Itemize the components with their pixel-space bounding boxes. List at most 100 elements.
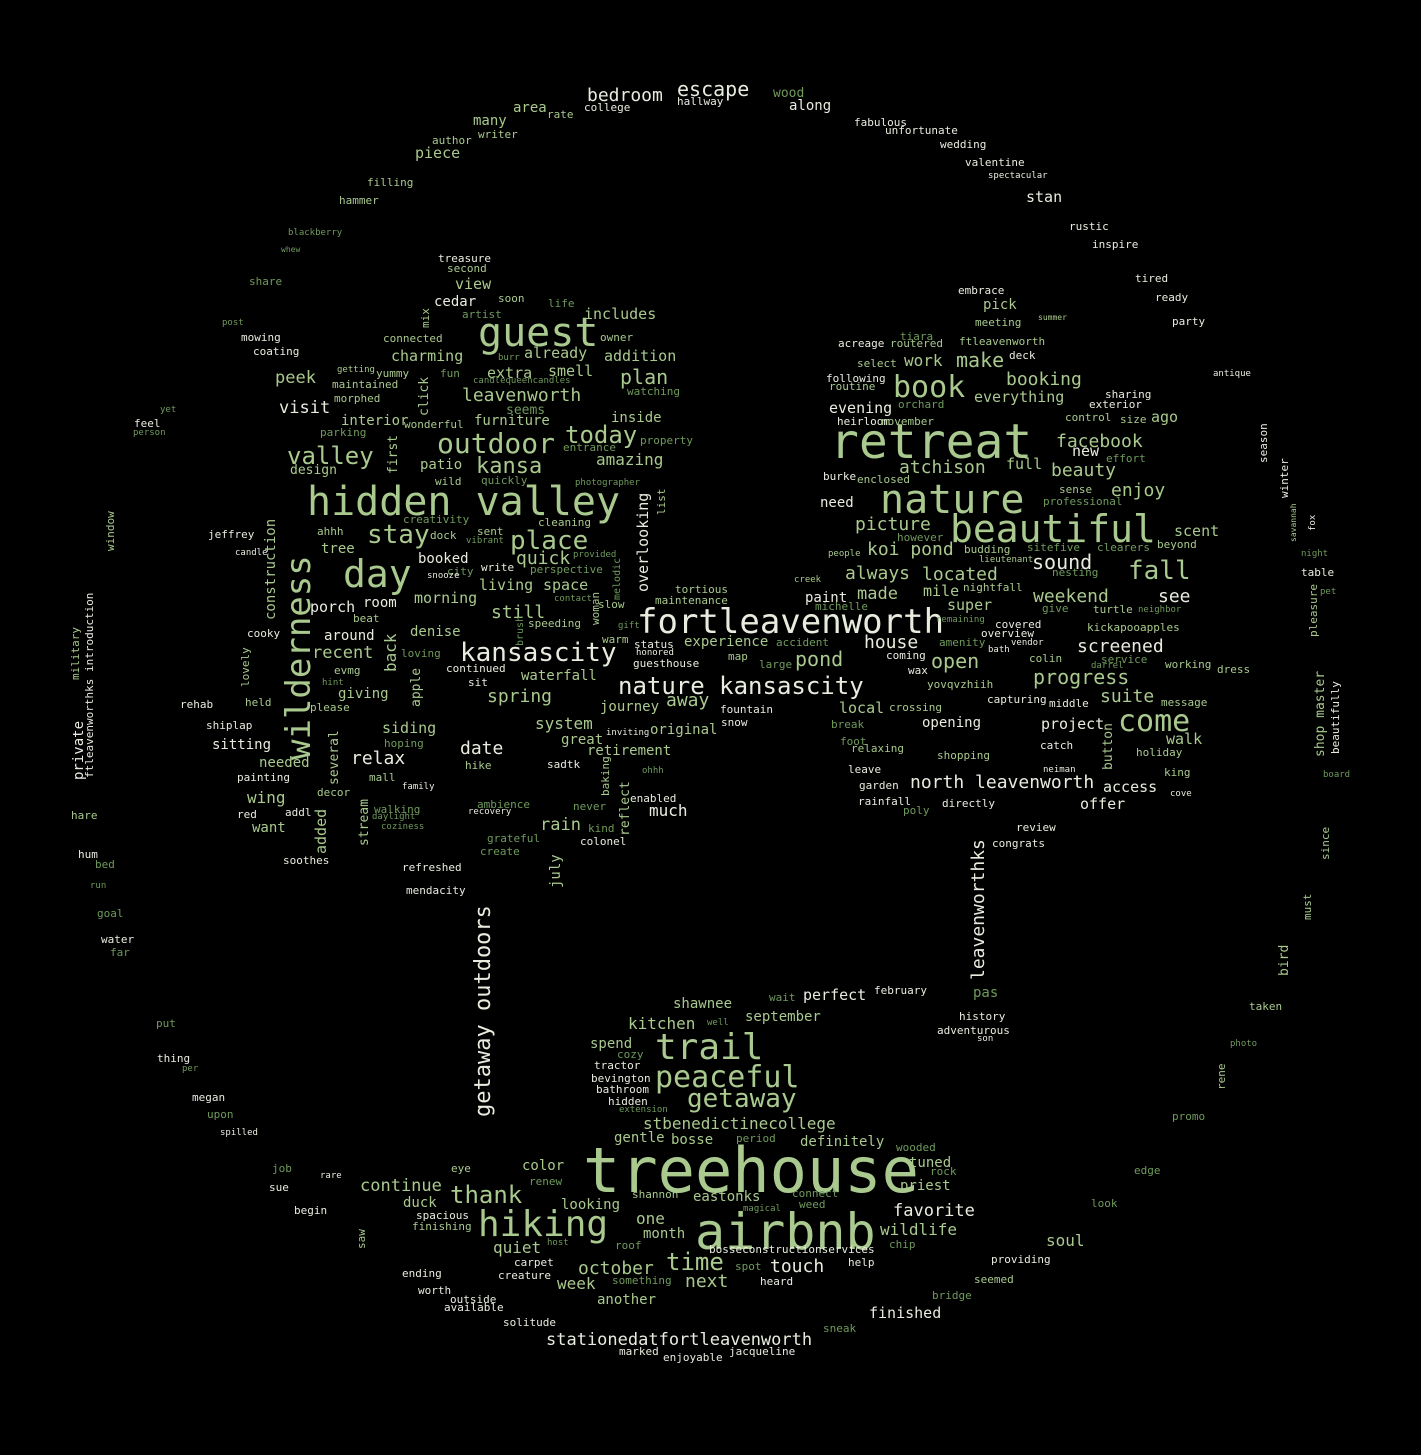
cloud-word: colin — [1029, 652, 1063, 665]
cloud-word: brush — [515, 615, 526, 646]
cloud-word: kansascity — [460, 638, 617, 668]
cloud-word: covered — [995, 618, 1042, 631]
cloud-word: history — [959, 1010, 1006, 1023]
cloud-word: honored — [636, 648, 674, 658]
cloud-word: available — [444, 1301, 504, 1314]
cloud-word: sharing — [1105, 388, 1152, 401]
cloud-word: holiday — [1136, 746, 1183, 759]
cloud-word: colonel — [580, 835, 627, 848]
cloud-word: eastonks — [693, 1189, 761, 1205]
cloud-word: hare — [71, 809, 98, 822]
cloud-word: baking — [599, 756, 612, 796]
cloud-word: yet — [160, 405, 177, 415]
cloud-word: date — [460, 738, 504, 759]
cloud-word: creature — [498, 1269, 551, 1282]
cloud-word: nesting — [1052, 566, 1099, 579]
cloud-word: roof — [615, 1239, 642, 1252]
cloud-word: spacious — [416, 1209, 469, 1222]
cloud-word: dress — [1217, 663, 1251, 676]
cloud-word: bath — [988, 645, 1010, 655]
cloud-word: beautiful — [950, 507, 1156, 551]
cloud-word: nature — [880, 477, 1025, 523]
cloud-word: enjoyable — [663, 1351, 723, 1364]
cloud-word: burke — [823, 470, 857, 483]
cloud-word: speeding — [528, 617, 581, 630]
cloud-word: pleasure — [1307, 584, 1320, 637]
cloud-word: great — [561, 732, 604, 748]
cloud-word: rene — [1215, 1063, 1228, 1091]
cloud-word: gift — [618, 621, 640, 631]
cloud-word: time — [666, 1248, 724, 1276]
cloud-word: perfect — [803, 986, 867, 1004]
cloud-word: continue — [360, 1176, 442, 1196]
cloud-word: unfortunate — [885, 124, 958, 137]
cloud-word: sneak — [823, 1322, 857, 1335]
cloud-word: facebook — [1056, 431, 1143, 452]
cloud-word: solitude — [503, 1316, 556, 1329]
cloud-word: turtle — [1093, 603, 1133, 616]
cloud-word: budding — [964, 543, 1011, 556]
cloud-word: next — [685, 1271, 729, 1292]
cloud-word: fortleavenworth — [637, 602, 945, 642]
cloud-word: water — [101, 933, 135, 946]
cloud-word: original — [650, 722, 718, 738]
cloud-word: held — [245, 696, 272, 709]
cloud-word: edge — [1134, 1164, 1161, 1177]
cloud-word: rain — [540, 815, 581, 835]
cloud-word: night — [1301, 549, 1329, 559]
cloud-word: carpet — [514, 1256, 554, 1269]
cloud-word: sitefive — [1027, 541, 1080, 554]
cloud-word: october — [578, 1258, 654, 1279]
cloud-word: fabulous — [854, 116, 907, 129]
cloud-word: jeffrey — [208, 528, 255, 541]
cloud-word: november — [881, 415, 934, 428]
cloud-word: super — [947, 596, 993, 614]
cloud-word: catch — [1040, 739, 1074, 752]
cloud-word: needed — [259, 755, 310, 771]
cloud-word: wing — [247, 788, 286, 807]
cloud-word: garden — [859, 779, 899, 792]
cloud-word: contact — [554, 594, 592, 604]
cloud-word: marked — [619, 1345, 659, 1358]
cloud-word: area — [513, 100, 547, 116]
cloud-word: hike — [465, 759, 492, 772]
cloud-word: leavenworthks — [968, 839, 989, 980]
cloud-word: son — [977, 1034, 994, 1044]
cloud-word: stationedatfortleavenworth — [546, 1330, 813, 1350]
cloud-word: renew — [529, 1175, 563, 1188]
cloud-word: relaxing — [851, 742, 904, 755]
cloud-word: rate — [547, 108, 574, 121]
cloud-word: daylight — [372, 812, 416, 822]
cloud-word: peek — [275, 368, 316, 388]
cloud-word: favorite — [893, 1201, 975, 1221]
cloud-word: magical — [743, 1204, 781, 1214]
cloud-word: place — [510, 526, 589, 556]
cloud-word: candlequeencandles — [473, 376, 571, 386]
cloud-word: inspire — [1092, 238, 1139, 251]
cloud-word: walk — [1166, 730, 1203, 748]
cloud-word: artist — [462, 308, 502, 321]
cloud-word: savannah — [1289, 503, 1298, 542]
cloud-word: people — [828, 549, 861, 559]
cloud-word: routine — [829, 380, 876, 393]
cloud-word: connect — [792, 1187, 839, 1200]
cloud-word: overlooking — [634, 492, 652, 592]
cloud-word: table — [1301, 566, 1335, 579]
cloud-word: grateful — [487, 832, 540, 845]
cloud-word: snow — [721, 716, 748, 729]
cloud-word: screened — [1077, 636, 1164, 657]
cloud-word: message — [1161, 696, 1208, 709]
cloud-word: color — [522, 1158, 565, 1174]
cloud-word: see — [1158, 586, 1191, 607]
cloud-word: escape — [677, 77, 750, 101]
cloud-word: second — [447, 262, 487, 275]
cloud-word: never — [573, 800, 607, 813]
cloud-word: coating — [253, 345, 300, 358]
cloud-word: season — [1257, 423, 1270, 463]
cloud-word: map — [728, 650, 748, 663]
cloud-word: tortious — [675, 583, 728, 596]
cloud-word: whew — [281, 245, 301, 254]
cloud-word: author — [432, 134, 472, 147]
cloud-word: candle — [235, 548, 268, 558]
cloud-word: adventurous — [937, 1024, 1010, 1037]
